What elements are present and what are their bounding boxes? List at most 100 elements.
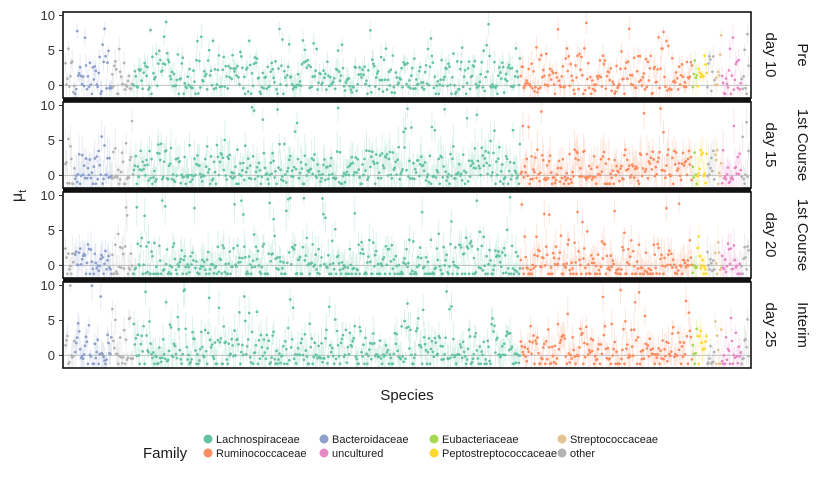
species-point	[426, 362, 429, 365]
species-point	[136, 242, 139, 245]
species-point	[178, 349, 181, 352]
species-point	[742, 75, 745, 78]
species-point	[395, 333, 398, 336]
species-point	[430, 239, 433, 242]
species-point	[183, 288, 186, 291]
species-point	[500, 265, 503, 268]
species-point	[535, 46, 538, 49]
species-point	[730, 92, 733, 95]
species-point	[643, 112, 646, 115]
species-point	[262, 72, 265, 75]
species-point	[543, 213, 546, 216]
species-point	[91, 171, 94, 174]
species-point	[609, 67, 612, 70]
species-point	[277, 166, 280, 169]
species-point	[383, 256, 386, 259]
species-point	[589, 76, 592, 79]
species-point	[646, 86, 649, 89]
species-point	[448, 182, 451, 185]
species-point	[359, 330, 362, 333]
species-point	[341, 43, 344, 46]
species-point	[388, 248, 391, 251]
species-point	[532, 70, 535, 73]
species-point	[320, 342, 323, 345]
species-point	[385, 47, 388, 50]
species-point	[95, 155, 98, 158]
species-point	[489, 140, 492, 143]
species-point	[217, 339, 220, 342]
species-point	[434, 92, 437, 95]
species-point	[256, 311, 259, 314]
species-point	[566, 70, 569, 73]
species-point	[501, 163, 504, 166]
species-point	[377, 70, 380, 73]
species-point	[741, 272, 744, 275]
species-point	[98, 56, 101, 59]
species-point	[567, 182, 570, 185]
species-point	[208, 297, 211, 300]
species-point	[371, 150, 374, 153]
species-point	[191, 86, 194, 89]
species-point	[87, 362, 90, 365]
species-point	[457, 267, 460, 270]
species-point	[283, 143, 286, 146]
species-point	[214, 341, 217, 344]
species-point	[149, 29, 152, 32]
species-point	[446, 85, 449, 88]
species-point	[436, 80, 439, 83]
species-point	[67, 252, 70, 255]
species-point	[289, 155, 292, 158]
species-point	[509, 161, 512, 164]
species-point	[252, 84, 255, 87]
species-point	[329, 76, 332, 79]
species-point	[139, 245, 142, 248]
species-point	[524, 171, 527, 174]
species-point	[188, 144, 191, 147]
species-point	[716, 84, 719, 87]
species-point	[235, 265, 238, 268]
species-point	[112, 85, 115, 88]
species-point	[655, 272, 658, 275]
species-point	[745, 92, 748, 95]
species-point	[576, 211, 579, 214]
species-point	[159, 59, 162, 62]
species-point	[177, 92, 180, 95]
species-point	[461, 179, 464, 182]
species-point	[432, 61, 435, 64]
species-point	[729, 47, 732, 50]
species-point	[540, 54, 543, 57]
species-point	[363, 158, 366, 161]
species-point	[147, 351, 150, 354]
species-point	[294, 130, 297, 133]
species-point	[727, 86, 730, 89]
species-point	[286, 262, 289, 265]
species-point	[143, 362, 146, 365]
species-point	[667, 148, 670, 151]
species-point	[242, 354, 245, 357]
species-point	[552, 72, 555, 75]
species-point	[368, 150, 371, 153]
species-point	[68, 85, 71, 88]
species-point	[561, 177, 564, 180]
species-point	[653, 66, 656, 69]
species-point	[516, 270, 519, 273]
species-point	[651, 92, 654, 95]
species-point	[404, 127, 407, 130]
species-point	[520, 170, 523, 173]
species-point	[272, 218, 275, 221]
species-point	[200, 331, 203, 334]
species-point	[506, 80, 509, 83]
species-point	[585, 272, 588, 275]
species-point	[287, 65, 290, 68]
species-point	[211, 84, 214, 87]
species-point	[100, 135, 103, 138]
species-point	[411, 67, 414, 70]
species-point	[257, 362, 260, 365]
species-point	[291, 338, 294, 341]
species-point	[612, 83, 615, 86]
species-point	[106, 61, 109, 64]
species-point	[141, 350, 144, 353]
species-point	[215, 182, 218, 185]
species-point	[285, 348, 288, 351]
